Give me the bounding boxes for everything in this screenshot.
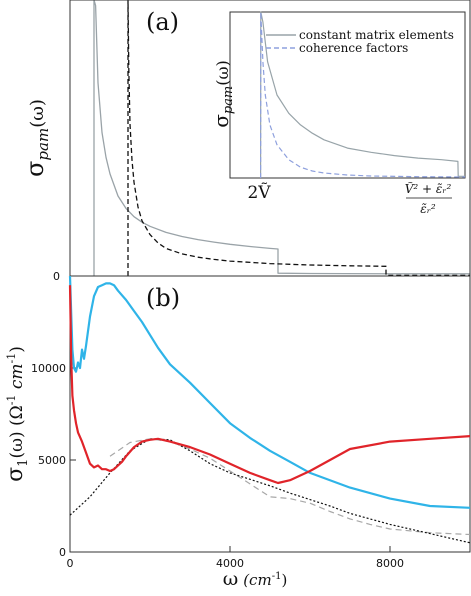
panel-a-curves (93, 0, 470, 277)
panel-b-frame (69, 275, 471, 553)
panel-a-series-coherence (127, 0, 470, 277)
inset-ylabel-main: σ (209, 114, 233, 128)
legend-label-coherence: coherence factors (299, 41, 408, 55)
panel-b-xlabel-exp: -1 (272, 571, 282, 582)
panel-b-ylabel-main: σ (3, 467, 28, 482)
y-tick-label: 5000 (38, 454, 66, 467)
panel-b-label: (b) (146, 284, 180, 312)
panel-b-series-blue (68, 275, 471, 509)
panel-b-ticks: 0 4000 8000 0 5000 10000 (31, 362, 404, 570)
panel-b-ylabel-exp2: -1 (5, 353, 18, 364)
inset-ylabel-sub: pam (221, 86, 236, 114)
panel-b-series-red (68, 285, 471, 485)
panel-a-ylabel-main: σ (21, 161, 49, 177)
panel-a-ylabel: σpam(ω) (21, 99, 52, 177)
panel-b-ylabel-close: ) (7, 346, 27, 353)
panel-a-ylabel-sub: pam (34, 128, 52, 161)
inset-legend: constant matrix elements coherence facto… (266, 28, 454, 55)
panel-a: 0 (a) σpam(ω) constant matrix elements c… (21, 0, 471, 283)
inset-xtick-left: 2Ṽ (247, 182, 271, 203)
panel-b-ylabel-exp1: -1 (5, 395, 18, 406)
inset-frame (229, 11, 466, 179)
panel-b-series-black-dotted (69, 438, 471, 544)
panel-b-xlabel-unit: (cm (243, 571, 271, 589)
panel-a-ylabel-arg: (ω) (27, 99, 48, 128)
panel-b-ylabel: σ1(ω) (Ω-1 cm-1) (3, 346, 31, 482)
inset-xtick-right-num: Ṽ² + ε̃ᵣ² (405, 181, 452, 196)
inset-series-coherence (260, 11, 466, 179)
x-tick-label: 0 (67, 557, 74, 570)
x-tick-label: 8000 (376, 557, 404, 570)
panel-b-ylabel-unit: cm (7, 364, 27, 395)
panel-b-xlabel-main: ω (223, 568, 239, 590)
y-tick-label: 0 (59, 546, 66, 559)
panel-b-ylabel-rest: (ω) (Ω (7, 405, 27, 458)
inset: constant matrix elements coherence facto… (209, 11, 466, 216)
inset-xtick-right-den: ε̃ᵣ² (420, 202, 436, 216)
panel-b-curves (68, 275, 471, 544)
panel-a-series-constant (93, 0, 470, 276)
panel-b-xlabel: ω (cm-1) (223, 568, 288, 590)
inset-ylabel-arg: (ω) (213, 60, 232, 86)
y-tick-label: 10000 (31, 362, 66, 375)
legend-label-constant: constant matrix elements (299, 28, 454, 42)
panel-a-label: (a) (146, 8, 179, 36)
panel-b-xlabel-close: ) (281, 571, 287, 589)
x-tick-label: 4000 (216, 557, 244, 570)
panel-a-zero-tick: 0 (53, 270, 60, 283)
panel-b-series-gray-dashed (109, 438, 471, 536)
inset-ylabel: σpam(ω) (209, 60, 236, 128)
panel-b-ylabel-sub: 1 (16, 459, 31, 467)
